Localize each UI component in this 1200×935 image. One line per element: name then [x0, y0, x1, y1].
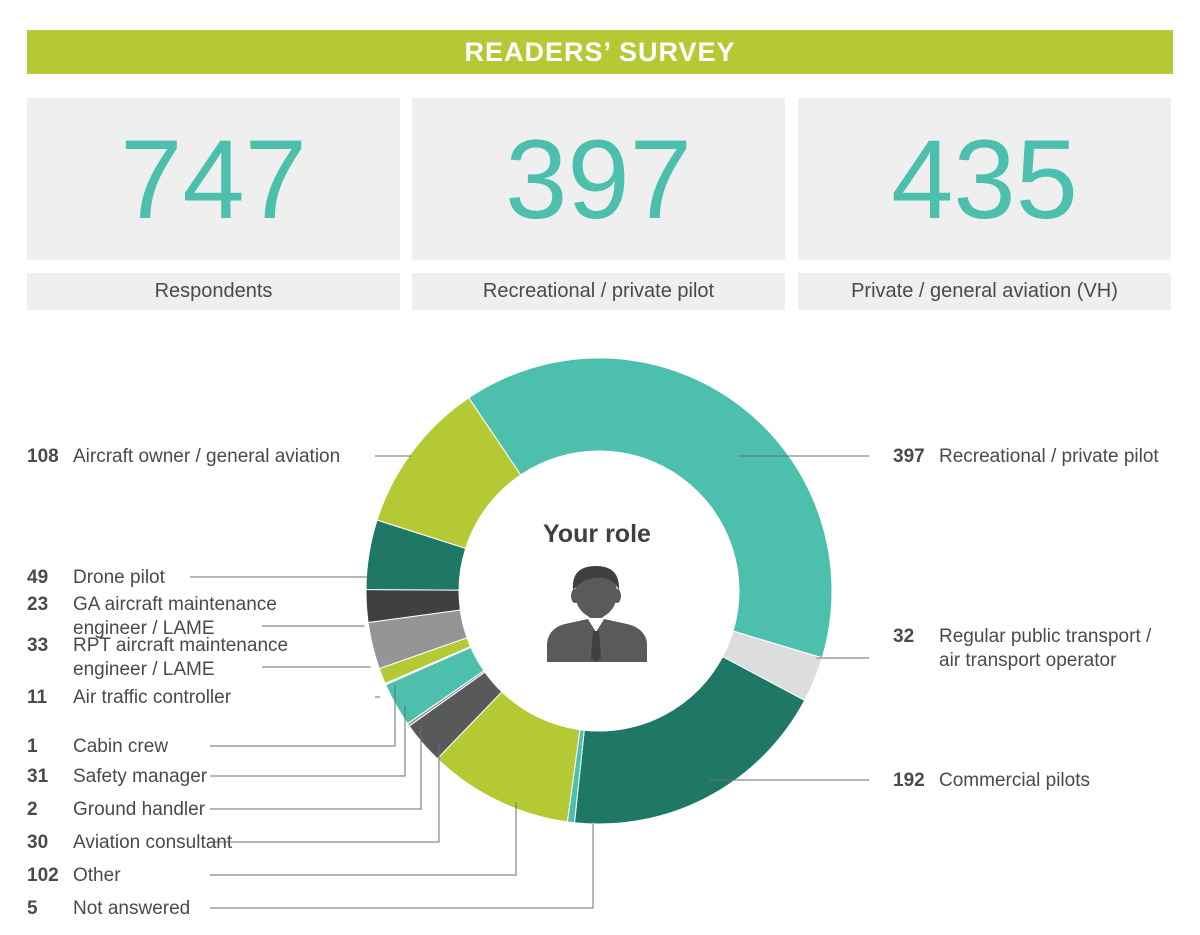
- leader-line-aviation-consultant: [210, 744, 440, 843]
- slice-label-drone-pilot: Drone pilot: [73, 567, 166, 588]
- slice-label-ground-handler: Ground handler: [73, 799, 206, 820]
- slice-labels: 397 Recreational / private pilot 32 Regular…: [27, 446, 1159, 919]
- donut-slice-recreational-private-pilot: [468, 357, 833, 659]
- slice-value-other: 102: [27, 865, 59, 886]
- donut-slice-ga-aircraft-maintenance-engineer-lame: [365, 588, 461, 624]
- slice-value-not-answered: 5: [27, 898, 38, 919]
- donut-slice-air-traffic-controller: [378, 637, 472, 685]
- slice-value-recreational-private-pilot: 397: [893, 446, 925, 467]
- slice-value-regular-public-transport-air-transport-operator: 32: [893, 626, 914, 647]
- donut-slice-aviation-consultant: [408, 671, 503, 760]
- donut-slice-rpt-aircraft-maintenance-engineer-lame: [367, 609, 468, 670]
- slice-label-rpt-aircraft-maintenance-engineer-lame-line-2: engineer / LAME: [73, 659, 215, 680]
- donut-slice-not-answered: [566, 729, 585, 824]
- banner-title: READERS’ SURVEY: [464, 36, 736, 67]
- slice-label-aviation-consultant: Aviation consultant: [73, 832, 233, 853]
- slice-value-aircraft-owner-general-aviation: 108: [27, 446, 59, 467]
- slice-label-not-answered: Not answered: [73, 898, 190, 919]
- stat-value-recreational: 397: [505, 116, 692, 242]
- slice-label-aircraft-owner-general-aviation: Aircraft owner / general aviation: [73, 446, 340, 467]
- leader-lines: [190, 455, 869, 909]
- stat-label-general-aviation: Private / general aviation (VH): [798, 273, 1171, 310]
- slice-value-safety-manager: 31: [27, 766, 49, 787]
- donut-slice-safety-manager: [385, 646, 485, 725]
- slice-label-regular-public-transport-air-transport-operator-line-2: air transport operator: [939, 650, 1117, 671]
- person-icon: [547, 566, 647, 662]
- slice-value-cabin-crew: 1: [27, 736, 38, 757]
- slice-label-other: Other: [73, 865, 121, 886]
- person-tie: [591, 631, 601, 662]
- slice-value-air-traffic-controller: 11: [27, 687, 48, 708]
- leader-line-other: [210, 802, 517, 876]
- slice-label-safety-manager: Safety manager: [73, 766, 208, 787]
- stat-box-respondents: 747: [27, 98, 400, 260]
- donut-slice-regular-public-transport-air-transport-operator: [721, 630, 823, 702]
- stat-label-recreational: Recreational / private pilot: [412, 273, 785, 310]
- person-neck: [588, 604, 604, 618]
- leader-line-safety-manager: [210, 705, 406, 777]
- slice-value-drone-pilot: 49: [27, 567, 48, 588]
- slice-value-ground-handler: 2: [27, 799, 38, 820]
- stat-value-respondents: 747: [120, 116, 307, 242]
- slice-label-recreational-private-pilot: Recreational / private pilot: [939, 446, 1159, 467]
- slice-value-commercial-pilots: 192: [893, 770, 925, 791]
- chart-center-title: Your role: [543, 520, 651, 548]
- person-hair: [572, 566, 620, 590]
- slice-label-cabin-crew: Cabin crew: [73, 736, 168, 757]
- donut-slice-drone-pilot: [365, 519, 467, 591]
- person-ear-right: [613, 589, 621, 603]
- leader-line-ground-handler: [210, 726, 422, 810]
- survey-banner: READERS’ SURVEY: [27, 30, 1173, 74]
- slice-label-ga-aircraft-maintenance-engineer-lame-line-1: GA aircraft maintenance: [73, 594, 277, 615]
- slice-value-rpt-aircraft-maintenance-engineer-lame: 33: [27, 635, 48, 656]
- stat-value-general-aviation: 435: [891, 116, 1078, 242]
- slice-value-ga-aircraft-maintenance-engineer-lame: 23: [27, 594, 48, 615]
- leader-line-cabin-crew: [210, 684, 396, 747]
- donut-slice-aircraft-owner-general-aviation: [376, 397, 522, 549]
- leader-line-not-answered: [210, 824, 594, 909]
- donut-slice-other: [436, 691, 581, 823]
- slice-label-commercial-pilots: Commercial pilots: [939, 770, 1090, 791]
- donut-slices: [365, 357, 833, 825]
- person-head: [575, 568, 617, 618]
- donut-slice-cabin-crew: [384, 645, 472, 686]
- person-body: [547, 619, 647, 662]
- slice-label-rpt-aircraft-maintenance-engineer-lame-line-1: RPT aircraft maintenance: [73, 635, 288, 656]
- slice-label-air-traffic-controller: Air traffic controller: [73, 687, 232, 708]
- person-ear-left: [571, 589, 579, 603]
- stat-box-general-aviation: 435: [798, 98, 1171, 260]
- donut-slice-ground-handler: [406, 670, 486, 727]
- person-collar: [588, 616, 604, 632]
- slice-label-ga-aircraft-maintenance-engineer-lame-line-2: engineer / LAME: [73, 618, 215, 639]
- slice-label-regular-public-transport-air-transport-operator-line-1: Regular public transport /: [939, 626, 1152, 647]
- stat-box-recreational: 397: [412, 98, 785, 260]
- stat-label-respondents: Respondents: [27, 273, 400, 310]
- donut-slice-commercial-pilots: [573, 656, 806, 825]
- slice-value-aviation-consultant: 30: [27, 832, 48, 853]
